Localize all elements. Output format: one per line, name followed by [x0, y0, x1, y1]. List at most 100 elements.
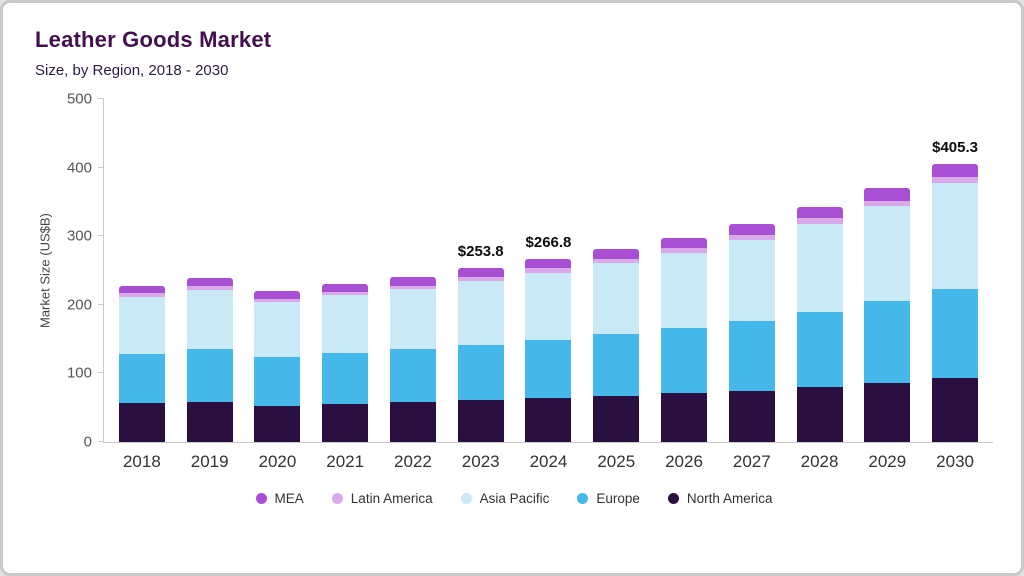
bar-segment-asia-pacific [186, 289, 233, 350]
bar-column: 2026 [650, 99, 718, 471]
bar-segment-north-america [593, 396, 640, 442]
bar-segment-europe [254, 356, 301, 406]
x-tick-label: 2022 [394, 452, 432, 471]
bar-segment-mea [864, 187, 911, 201]
y-tick-mark [98, 441, 104, 442]
bar-segment-latin-america [322, 291, 369, 296]
bar-segment-latin-america [932, 177, 979, 183]
bar-segment-north-america [254, 405, 301, 442]
bar-segment-mea [796, 206, 843, 219]
bar-segment-asia-pacific [661, 252, 707, 329]
legend-label: Latin America [350, 491, 433, 506]
bar-segment-europe [525, 339, 572, 399]
bar-segment-latin-america [864, 200, 911, 207]
x-tick-label: 2020 [258, 452, 297, 471]
bar-segment-asia-pacific [389, 289, 436, 350]
legend-item-north-america: North America [667, 491, 773, 506]
bar-segment-europe [728, 320, 775, 391]
bar-segment-asia-pacific [525, 272, 572, 340]
page-title: Leather Goods Market [35, 27, 272, 52]
x-tick-label: 2019 [190, 452, 229, 471]
bar-segment-north-america [796, 387, 843, 442]
bar-stack [525, 258, 572, 442]
bar-column: 2025 [582, 99, 650, 471]
bar-stack [864, 187, 911, 442]
bar-column: 2029 [853, 99, 921, 471]
x-tick-label: 2030 [936, 452, 974, 471]
bar-column: $253.8 2023 [447, 99, 515, 471]
bar-segment-north-america [932, 378, 979, 442]
y-tick-label: 100 [66, 364, 92, 382]
plot-area: 2018 2019 2020 2021 2022 $253.8 2023 $266.8 2024… [67, 92, 993, 471]
bar-segment-latin-america [254, 298, 301, 303]
bar-segment-latin-america [389, 285, 436, 290]
bar-segment-mea [593, 249, 640, 259]
bar-stack [593, 249, 640, 442]
bar-stack [254, 291, 301, 442]
x-tick-label: 2026 [665, 452, 703, 471]
legend-label: North America [686, 491, 773, 506]
bar-segment-north-america [322, 403, 369, 442]
legend-label: MEA [274, 491, 304, 506]
bar-segment-mea [457, 267, 504, 277]
bar-segment-latin-america [728, 234, 775, 240]
legend-marker-icon [255, 493, 267, 504]
bar-value-label: $253.8 [457, 242, 504, 260]
bar-segment-latin-america [118, 293, 165, 297]
bar-segment-asia-pacific [796, 223, 843, 312]
legend-label: Europe [596, 491, 640, 506]
bar-stack [322, 284, 369, 442]
bar-segment-north-america [457, 400, 504, 442]
bar-stack [728, 223, 775, 442]
y-tick-mark [98, 303, 104, 305]
bars-container: 2018 2019 2020 2021 2022 $253.8 2023 $266.8 2024… [104, 99, 993, 471]
y-tick-mark [98, 235, 104, 237]
y-tick-label: 300 [66, 227, 92, 245]
bar-segment-europe [186, 349, 233, 402]
bar-column: 2028 [786, 99, 854, 471]
y-tick-mark [98, 166, 104, 168]
bar-segment-north-america [864, 383, 911, 442]
bar-segment-latin-america [457, 276, 504, 281]
bar-column: 2018 [108, 99, 176, 471]
chart: Market Size (US$B) 2018 2019 2020 2021 2022 $… [35, 92, 993, 471]
y-tick-label: 200 [66, 296, 92, 314]
bar-segment-asia-pacific [118, 296, 165, 354]
x-tick-label: 2028 [800, 452, 839, 471]
legend-marker-icon [460, 493, 472, 504]
bar-segment-asia-pacific [728, 239, 775, 321]
bar-segment-asia-pacific [932, 182, 979, 290]
legend: MEA Latin America Asia Pacific Europe North … [35, 491, 993, 506]
bar-segment-asia-pacific [864, 206, 911, 302]
y-axis-title: Market Size (US$B) [37, 213, 53, 329]
bar-stack [118, 285, 165, 442]
bar-stack [932, 163, 979, 442]
x-tick-label: 2021 [326, 452, 365, 471]
x-tick-label: 2027 [732, 452, 771, 471]
bar-segment-europe [457, 344, 504, 401]
bar-stack [796, 206, 843, 442]
legend-marker-icon [577, 493, 589, 504]
bar-segment-europe [389, 349, 436, 403]
bar-stack [457, 267, 504, 442]
bar-column: 2019 [176, 99, 244, 471]
bar-segment-asia-pacific [457, 280, 504, 345]
bar-segment-mea [661, 238, 707, 248]
legend-item-asia-pacific: Asia Pacific [460, 491, 550, 506]
y-tick-mark [98, 98, 104, 99]
legend-marker-icon [331, 493, 343, 504]
bar-segment-north-america [186, 401, 233, 442]
bar-stack [186, 278, 233, 442]
y-tick-label: 400 [66, 159, 92, 177]
x-tick-label: 2024 [529, 452, 568, 471]
legend-label: Asia Pacific [479, 491, 550, 506]
bar-segment-latin-america [593, 258, 640, 263]
bar-column: $405.3 2030 [921, 99, 989, 471]
bar-segment-europe [932, 289, 979, 379]
bar-segment-latin-america [525, 268, 572, 273]
legend-item-europe: Europe [577, 491, 640, 506]
bar-segment-europe [661, 328, 707, 394]
bar-column: 2020 [244, 99, 312, 471]
bar-segment-asia-pacific [322, 295, 369, 353]
